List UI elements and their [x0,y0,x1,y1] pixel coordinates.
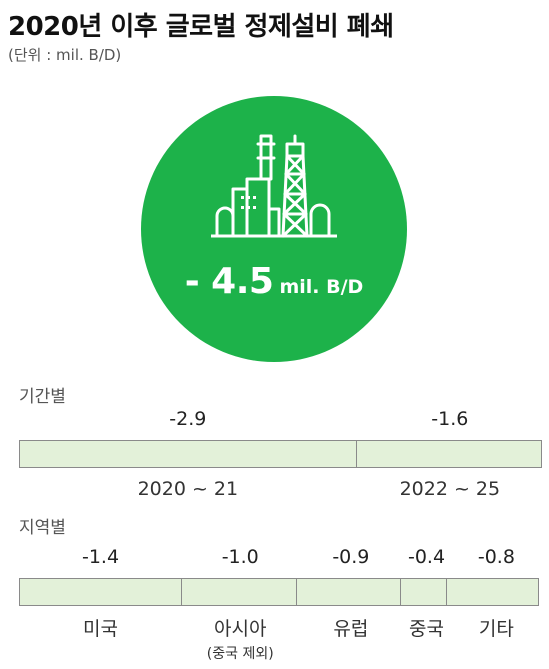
region-value-label: -0.4 [407,546,446,568]
period-stacked-bar [19,440,543,468]
region-value-labels: -1.4 -1.0 -0.9 -0.4 -0.8 [19,546,543,568]
region-category-labels: 미국 아시아 (중국 제외) 유럽 중국 기타 [19,614,543,663]
region-bar-segment [445,578,539,606]
region-bar-segment [400,578,447,606]
region-value-label: -1.0 [221,546,259,568]
region-category-label: 미국 [19,614,182,663]
region-value-label: -1.4 [81,546,120,568]
period-category-label: 2022 ~ 25 [357,478,543,500]
region-category-label: 중국 [403,614,450,663]
region-bar-segment [296,578,402,606]
region-chart-title: 지역별 [19,518,66,538]
region-category-name: 미국 [83,618,118,640]
region-category-name: 기타 [478,618,514,640]
region-bar-segment [19,578,183,606]
period-category-name: 2022 ~ 25 [399,478,501,500]
total-value: - 4.5 mil. B/D [141,261,407,302]
period-chart-title: 기간별 [19,387,66,407]
period-bar-segment [355,440,542,468]
region-value-label: -0.8 [477,546,515,568]
period-value-labels: -2.9 -1.6 [19,408,543,430]
unit-subtitle: (단위 : mil. B/D) [8,46,122,64]
region-category-label: 아시아 (중국 제외) [182,614,298,663]
region-value-label: -0.9 [332,546,370,568]
total-unit: mil. B/D [279,276,364,298]
page-title: 2020년 이후 글로벌 정제설비 폐쇄 [8,12,394,42]
region-category-name: 아시아 [214,618,267,640]
period-category-name: 2020 ~ 21 [137,478,239,500]
period-category-label: 2020 ~ 21 [19,478,357,500]
region-category-name: 유럽 [333,618,369,640]
region-category-label: 기타 [450,614,543,663]
region-bar-segment [181,578,298,606]
region-category-name: 중국 [409,618,445,640]
period-bar-segment [19,440,357,468]
total-number: - 4.5 [184,261,274,302]
period-value-label: -2.9 [169,408,207,430]
refinery-icon [211,134,337,238]
region-category-note: (중국 제외) [206,646,274,662]
period-value-label: -1.6 [431,408,469,430]
region-category-label: 유럽 [298,614,403,663]
region-stacked-bar [19,578,543,606]
total-circle: - 4.5 mil. B/D [141,96,407,362]
period-category-labels: 2020 ~ 21 2022 ~ 25 [19,478,543,500]
